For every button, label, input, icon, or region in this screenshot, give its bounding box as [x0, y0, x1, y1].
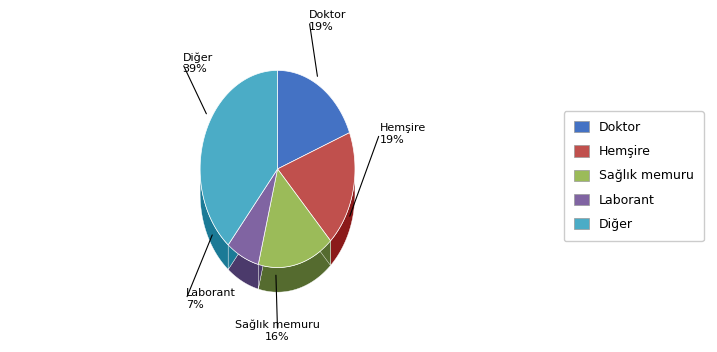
Legend: Doktor, Hemşire, Sağlık memuru, Laborant, Diğer: Doktor, Hemşire, Sağlık memuru, Laborant…: [564, 111, 703, 241]
Text: Laborant
7%: Laborant 7%: [186, 288, 236, 310]
Polygon shape: [258, 169, 277, 289]
Polygon shape: [277, 70, 350, 169]
Polygon shape: [200, 165, 228, 270]
Text: Doktor
19%: Doktor 19%: [309, 10, 347, 32]
Polygon shape: [258, 169, 331, 268]
Polygon shape: [277, 133, 355, 241]
Polygon shape: [228, 169, 277, 270]
Polygon shape: [331, 166, 355, 265]
Text: Diğer
39%: Diğer 39%: [183, 52, 213, 74]
Polygon shape: [200, 70, 277, 245]
Polygon shape: [258, 169, 277, 289]
Polygon shape: [277, 169, 331, 265]
Polygon shape: [228, 169, 277, 270]
Text: Hemşire
19%: Hemşire 19%: [379, 123, 426, 145]
Polygon shape: [228, 245, 258, 289]
Polygon shape: [277, 169, 331, 265]
Polygon shape: [228, 169, 277, 264]
Polygon shape: [258, 241, 331, 292]
Text: Sağlık memuru
16%: Sağlık memuru 16%: [235, 320, 320, 342]
